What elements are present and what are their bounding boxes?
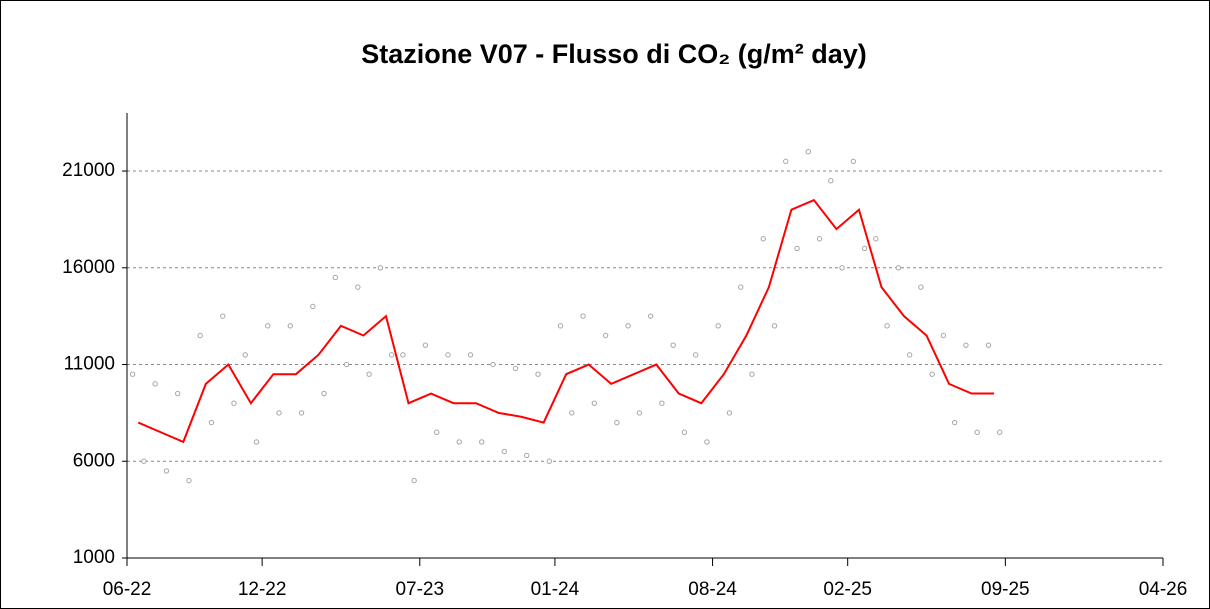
data-point: [141, 458, 147, 464]
data-point: [456, 439, 462, 445]
data-point: [726, 410, 733, 416]
data-point: [445, 352, 451, 358]
data-point: [659, 400, 665, 406]
data-point: [253, 439, 260, 445]
data-point: [479, 439, 485, 445]
data-point: [298, 410, 305, 416]
data-point: [512, 365, 519, 372]
data-point: [951, 419, 958, 426]
data-point: [174, 390, 181, 397]
data-point: [557, 323, 564, 329]
data-point: [681, 429, 688, 435]
data-point: [535, 371, 541, 377]
y-tick-label: 21000: [62, 160, 115, 181]
data-point: [310, 303, 316, 310]
data-point: [591, 400, 598, 406]
data-point: [940, 332, 947, 339]
x-tick-label: 04-26: [1139, 579, 1188, 600]
data-point: [242, 352, 248, 358]
data-point: [343, 361, 350, 368]
data-point: [569, 410, 575, 416]
data-point: [985, 342, 992, 348]
data-point: [321, 390, 327, 397]
data-point: [287, 323, 293, 329]
data-point: [749, 371, 755, 377]
data-point: [208, 419, 215, 426]
data-point: [366, 371, 372, 377]
data-point: [490, 361, 496, 368]
data-point: [997, 429, 1003, 435]
data-point: [625, 323, 631, 329]
data-point: [197, 332, 203, 339]
data-point: [760, 236, 766, 242]
data-point: [850, 158, 857, 165]
data-point: [929, 371, 935, 377]
data-point: [771, 323, 778, 329]
data-point: [918, 284, 924, 290]
data-point: [422, 342, 429, 348]
y-tick-label: 16000: [62, 257, 115, 278]
data-point: [636, 410, 643, 416]
data-point: [974, 429, 980, 435]
data-point: [828, 178, 834, 184]
data-point: [400, 352, 406, 358]
y-tick-label: 1000: [73, 547, 115, 568]
data-point: [614, 419, 620, 426]
data-point: [231, 400, 237, 406]
data-point: [501, 448, 507, 455]
data-point: [602, 332, 609, 339]
x-tick-label: 07-23: [395, 579, 444, 600]
data-point: [715, 323, 721, 329]
data-point: [963, 342, 969, 348]
data-point: [704, 439, 710, 445]
data-point: [692, 352, 699, 358]
data-point: [816, 236, 823, 242]
y-tick-label: 6000: [73, 450, 115, 471]
y-tick-label: 11000: [64, 354, 115, 375]
data-point: [467, 352, 474, 358]
data-point: [906, 352, 913, 358]
data-point: [163, 468, 170, 474]
data-point: [388, 352, 395, 358]
data-point: [670, 342, 676, 348]
data-point: [377, 265, 384, 271]
data-point: [152, 381, 158, 387]
data-point: [861, 245, 868, 252]
x-tick-label: 06-22: [103, 579, 152, 600]
x-tick-label: 12-22: [238, 579, 287, 600]
data-point: [524, 452, 530, 459]
data-point: [355, 284, 361, 290]
data-point: [332, 274, 339, 281]
data-point: [895, 265, 902, 271]
data-point: [580, 313, 586, 319]
data-point: [265, 323, 271, 329]
data-point: [546, 458, 552, 464]
data-point: [839, 265, 845, 271]
data-point: [647, 313, 654, 319]
data-point: [805, 148, 811, 155]
data-point: [433, 429, 440, 435]
x-tick-label: 08-24: [688, 579, 737, 600]
x-tick-label: 09-25: [981, 579, 1030, 600]
x-tick-label: 02-25: [823, 579, 872, 600]
data-point: [186, 477, 192, 484]
data-point: [276, 410, 282, 416]
chart-title: Stazione V07 - Flusso di CO₂ (g/m² day): [361, 39, 867, 69]
data-point: [794, 245, 800, 252]
data-point: [129, 371, 136, 377]
x-tick-label: 01-24: [531, 579, 580, 600]
data-point: [220, 313, 226, 319]
data-point: [873, 236, 879, 242]
data-point: [783, 158, 789, 165]
data-line: [137, 198, 995, 444]
data-point: [738, 284, 744, 290]
data-point: [884, 323, 890, 329]
data-point: [411, 477, 417, 484]
